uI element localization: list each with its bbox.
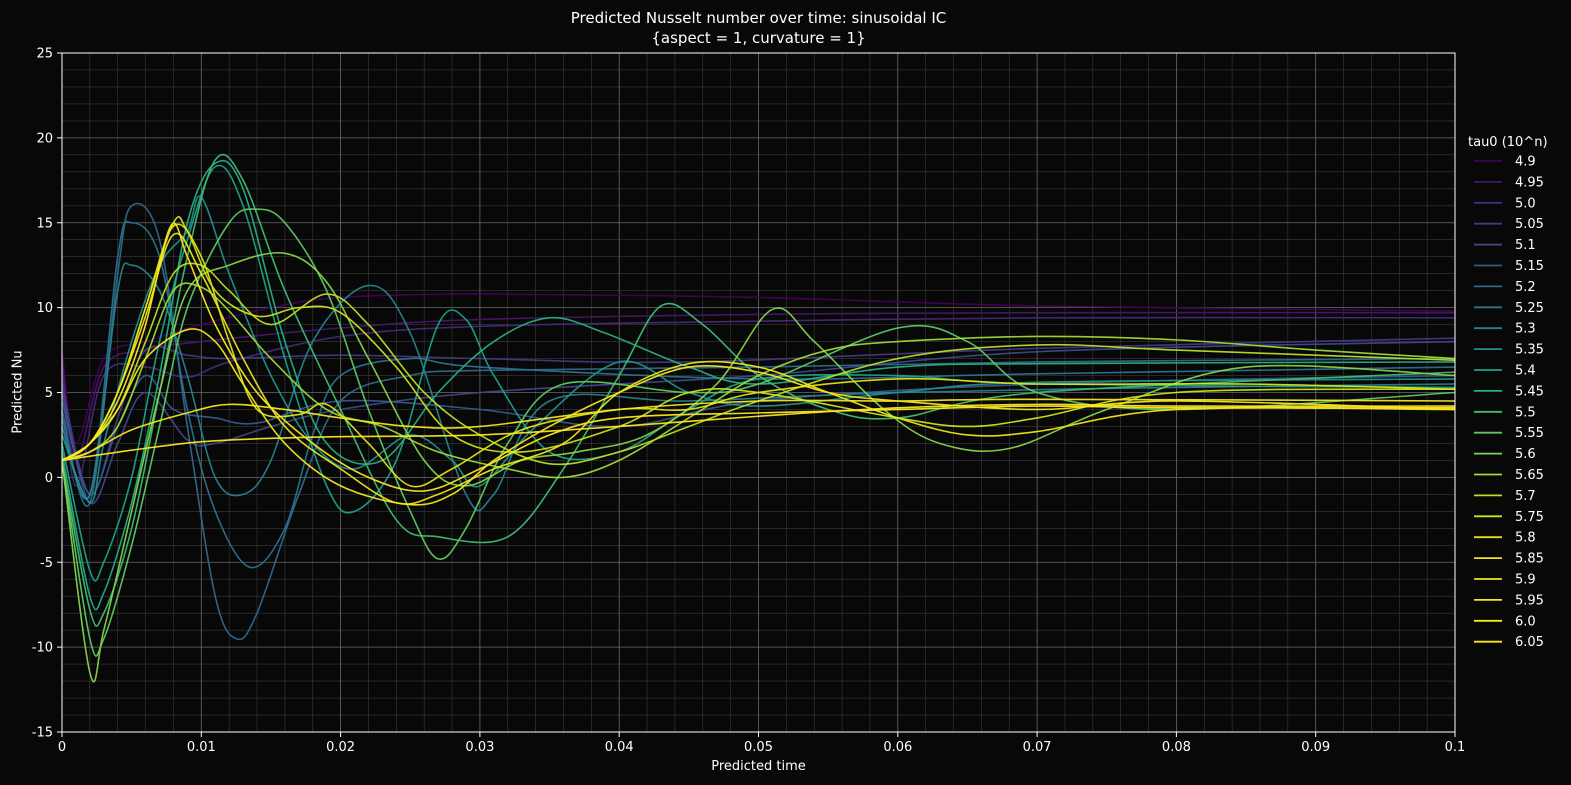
legend-label: 5.95 xyxy=(1515,593,1544,608)
legend-label: 5.45 xyxy=(1515,384,1544,399)
series-line-5-7 xyxy=(62,262,1455,466)
chart-subtitle: {aspect = 1, curvature = 1} xyxy=(651,29,866,47)
legend-label: 5.75 xyxy=(1515,510,1544,525)
x-tick-label: 0.03 xyxy=(465,740,494,755)
chart-title: Predicted Nusselt number over time: sinu… xyxy=(570,9,947,27)
legend-label: 5.85 xyxy=(1515,552,1544,567)
legend-label: 5.8 xyxy=(1515,531,1536,546)
series-line-5-55 xyxy=(62,208,1455,657)
legend-label: 5.65 xyxy=(1515,468,1544,483)
x-ticks: 0 0.01 0.02 0.03 0.04 0.05 0.06 0.07 0.08 0.09 0.1 xyxy=(58,732,1465,755)
legend-label: 5.15 xyxy=(1515,259,1544,274)
y-tick-label: 25 xyxy=(36,47,53,62)
x-tick-label: 0.07 xyxy=(1023,740,1052,755)
legend-label: 4.9 xyxy=(1515,155,1536,170)
series-line-5-95 xyxy=(62,398,1455,462)
series-layer xyxy=(62,153,1455,683)
legend-label: 5.1 xyxy=(1515,238,1536,253)
y-tick-label: 0 xyxy=(45,471,53,486)
legend-label: 6.0 xyxy=(1515,614,1536,629)
legend-label: 5.6 xyxy=(1515,447,1536,462)
legend-label: 5.0 xyxy=(1515,196,1536,211)
y-ticks: -15 -10 -5 0 5 10 15 20 25 xyxy=(32,47,62,741)
series-line-5-25 xyxy=(62,220,1455,569)
series-line-5-0 xyxy=(62,316,1455,487)
legend-label: 5.25 xyxy=(1515,301,1544,316)
y-tick-label: -10 xyxy=(32,641,53,656)
series-line-5-6 xyxy=(62,251,1455,683)
series-line-4-95 xyxy=(62,311,1455,462)
x-axis-label: Predicted time xyxy=(711,759,806,774)
series-line-4-9 xyxy=(62,293,1455,445)
series-line-6-0 xyxy=(62,403,1455,462)
series-line-5-85 xyxy=(62,232,1455,505)
x-tick-label: 0.09 xyxy=(1301,740,1330,755)
legend-label: 5.55 xyxy=(1515,426,1544,441)
series-line-5-9 xyxy=(62,328,1455,506)
series-line-5-4 xyxy=(62,164,1455,582)
legend-label: 4.95 xyxy=(1515,175,1544,190)
y-tick-label: -15 xyxy=(32,726,53,741)
x-tick-label: 0 xyxy=(58,740,66,755)
series-line-5-5 xyxy=(62,153,1455,627)
series-line-5-05 xyxy=(62,337,1455,496)
legend-label: 5.35 xyxy=(1515,343,1544,358)
legend-label: 5.05 xyxy=(1515,217,1544,232)
y-tick-label: 20 xyxy=(36,131,53,146)
legend-label: 5.7 xyxy=(1515,489,1536,504)
series-line-6-05 xyxy=(62,222,1455,492)
x-tick-label: 0.08 xyxy=(1162,740,1191,755)
y-tick-label: 15 xyxy=(36,216,53,231)
y-tick-label: -5 xyxy=(40,556,53,571)
legend-label: 6.05 xyxy=(1515,635,1544,650)
legend-label: 5.2 xyxy=(1515,280,1536,295)
x-tick-label: 0.02 xyxy=(326,740,355,755)
x-tick-label: 0.06 xyxy=(883,740,912,755)
x-tick-label: 0.04 xyxy=(605,740,634,755)
series-line-5-45 xyxy=(62,159,1455,611)
legend-label: 5.5 xyxy=(1515,405,1536,420)
legend-label: 5.4 xyxy=(1515,364,1536,379)
series-line-5-65 xyxy=(62,282,1455,479)
legend: tau0 (10^n) 4.9 4.95 5.0 5.05 5.1 5.15 5.2 5.25 5… xyxy=(1468,135,1548,650)
legend-label: 5.9 xyxy=(1515,573,1536,588)
legend-label: 5.3 xyxy=(1515,322,1536,337)
y-tick-label: 10 xyxy=(36,301,53,316)
x-tick-label: 0.05 xyxy=(744,740,773,755)
y-tick-label: 5 xyxy=(45,386,53,401)
x-tick-label: 0.01 xyxy=(187,740,216,755)
legend-title: tau0 (10^n) xyxy=(1468,135,1548,150)
series-line-5-2 xyxy=(62,202,1455,641)
x-tick-label: 0.1 xyxy=(1445,740,1466,755)
series-line-5-3 xyxy=(62,262,1455,512)
